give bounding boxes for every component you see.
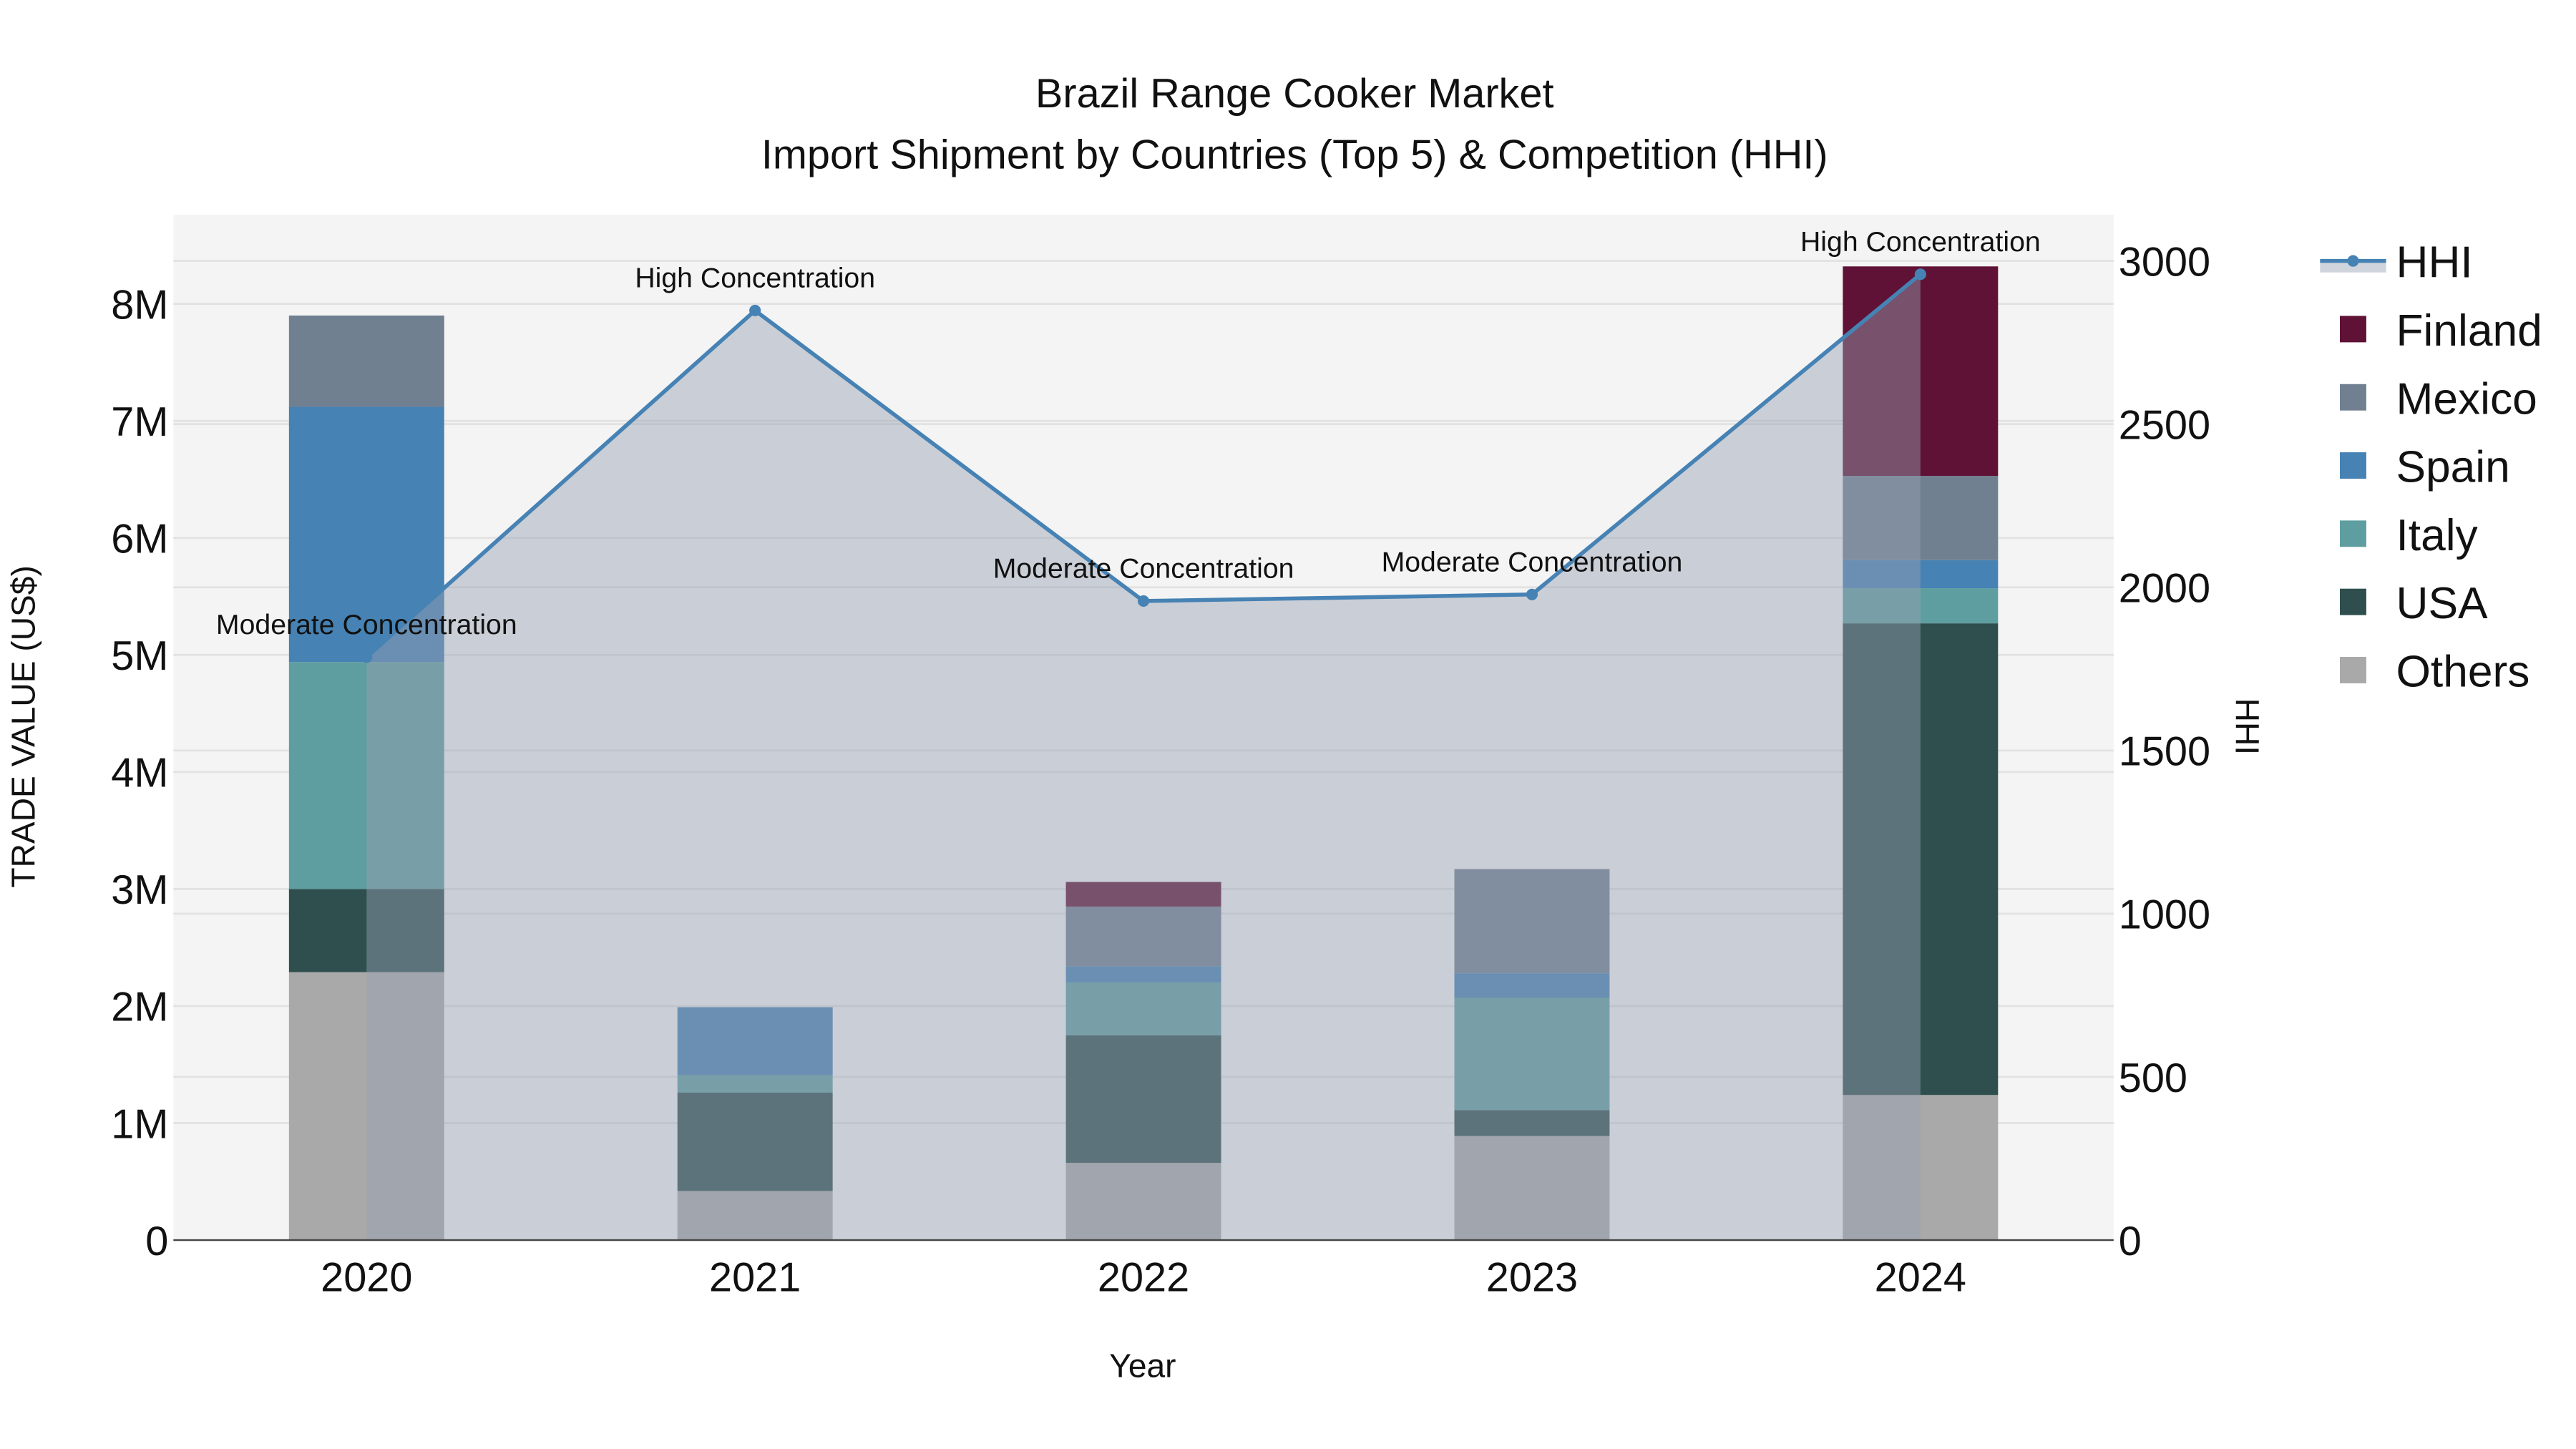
hhi-series: Moderate Concentration High Concentration… (216, 226, 2041, 1241)
y2-tick-label: 1500 (2119, 729, 2210, 775)
bar-mexico-2020 (288, 315, 444, 407)
legend-item-finland[interactable]: Finland (2340, 306, 2542, 356)
legend-label: USA (2396, 579, 2488, 628)
bar-others-2021 (677, 1191, 833, 1241)
legend-item-others[interactable]: Others (2340, 648, 2529, 697)
bar-mexico-2024 (1843, 476, 1999, 560)
y-tick-label: 8M (111, 282, 168, 328)
bars (288, 266, 1999, 1241)
y-tick-label: 7M (111, 399, 168, 445)
bar-mexico-2023 (1454, 869, 1610, 974)
hhi-point-2021 (749, 304, 761, 317)
x-tick-label: 2022 (1098, 1255, 1189, 1301)
legend-swatch-icon (2340, 316, 2366, 343)
legend-swatch-icon (2340, 520, 2366, 547)
legend-swatch-icon (2340, 384, 2366, 411)
bar-italy-2024 (1843, 588, 1999, 624)
legend-item-mexico[interactable]: Mexico (2340, 374, 2537, 424)
y2-tick-label: 1000 (2119, 892, 2210, 938)
y-tick-label: 3M (111, 867, 168, 913)
y2-tick-label: 0 (2119, 1219, 2142, 1264)
bar-usa-2024 (1843, 623, 1999, 1096)
legend-item-usa[interactable]: USA (2340, 579, 2488, 628)
hhi-annotation: Moderate Concentration (1382, 546, 1683, 577)
hhi-point-2020 (361, 651, 373, 663)
bar-spain-2024 (1843, 560, 1999, 589)
chart-subtitle: Import Shipment by Countries (Top 5) & C… (761, 132, 1828, 177)
legend-label: Spain (2396, 443, 2509, 492)
x-tick-label: 2023 (1486, 1255, 1578, 1301)
y-tick-label: 2M (111, 985, 168, 1030)
legend-label: Finland (2396, 306, 2542, 356)
bar-spain-2023 (1454, 973, 1610, 998)
legend-label: HHI (2396, 238, 2472, 288)
bar-others-2023 (1454, 1136, 1610, 1241)
bar-spain-2021 (677, 1007, 833, 1075)
legend-swatch-icon (2340, 588, 2366, 615)
y2-tick-label: 2500 (2119, 402, 2210, 448)
y-tick-label: 1M (111, 1101, 168, 1147)
bar-usa-2021 (677, 1092, 833, 1191)
legend-item-hhi[interactable]: HHI (2320, 238, 2473, 288)
legend-swatch-icon (2340, 452, 2366, 479)
hhi-annotation: Moderate Concentration (993, 553, 1294, 585)
y-tick-label: 4M (111, 751, 168, 796)
bar-usa-2023 (1454, 1110, 1610, 1136)
y-tick-label: 6M (111, 517, 168, 562)
hhi-annotation: Moderate Concentration (216, 609, 517, 640)
legend-swatch-icon (2340, 657, 2366, 683)
y2-tick-label: 500 (2119, 1055, 2187, 1101)
legend-label: Mexico (2396, 374, 2537, 424)
y-axis-title: TRADE VALUE (US$) (4, 565, 42, 887)
axis-ticks: 0 1M 2M 3M 4M 5M 6M 7M 8M 0 500 1000 1500 2000 2500 300… (111, 239, 2210, 1300)
bar-italy-2023 (1454, 997, 1610, 1111)
y-tick-label: 0 (145, 1219, 168, 1264)
bar-spain-2022 (1065, 966, 1221, 983)
bar-finland-2022 (1065, 882, 1221, 907)
hhi-area (366, 274, 1921, 1241)
bar-others-2022 (1065, 1163, 1221, 1241)
chart-title: Brazil Range Cooker Market (1035, 71, 1554, 117)
bar-usa-2022 (1065, 1035, 1221, 1163)
y-tick-label: 5M (111, 633, 168, 679)
legend-marker-icon (2347, 255, 2359, 267)
bar-others-2020 (288, 972, 444, 1241)
legend-label: Others (2396, 648, 2529, 697)
bar-mexico-2022 (1065, 906, 1221, 967)
bar-usa-2020 (288, 889, 444, 972)
hhi-annotation: High Concentration (1800, 226, 2041, 258)
hhi-annotation: High Concentration (635, 263, 875, 294)
x-axis-title: Year (1109, 1347, 1176, 1385)
bar-others-2024 (1843, 1095, 1999, 1241)
hhi-point-2022 (1138, 595, 1150, 608)
y2-tick-label: 2000 (2119, 566, 2210, 612)
y2-tick-label: 3000 (2119, 239, 2210, 285)
legend-item-italy[interactable]: Italy (2340, 511, 2479, 560)
bar-spain-2020 (288, 406, 444, 663)
x-tick-label: 2024 (1875, 1255, 1966, 1301)
hhi-point-2023 (1526, 588, 1538, 600)
legend-item-spain[interactable]: Spain (2340, 443, 2510, 492)
bar-italy-2022 (1065, 982, 1221, 1035)
hhi-point-2024 (1914, 268, 1926, 280)
y2-axis-title: HHI (2229, 698, 2266, 755)
legend-label: Italy (2396, 511, 2478, 560)
bar-finland-2024 (1843, 266, 1999, 477)
bar-italy-2021 (677, 1075, 833, 1093)
bar-italy-2020 (288, 662, 444, 889)
x-tick-label: 2021 (709, 1255, 801, 1301)
x-tick-label: 2020 (321, 1255, 412, 1301)
legend: HHI Finland Mexico Spain Italy USA Others (2320, 238, 2542, 697)
